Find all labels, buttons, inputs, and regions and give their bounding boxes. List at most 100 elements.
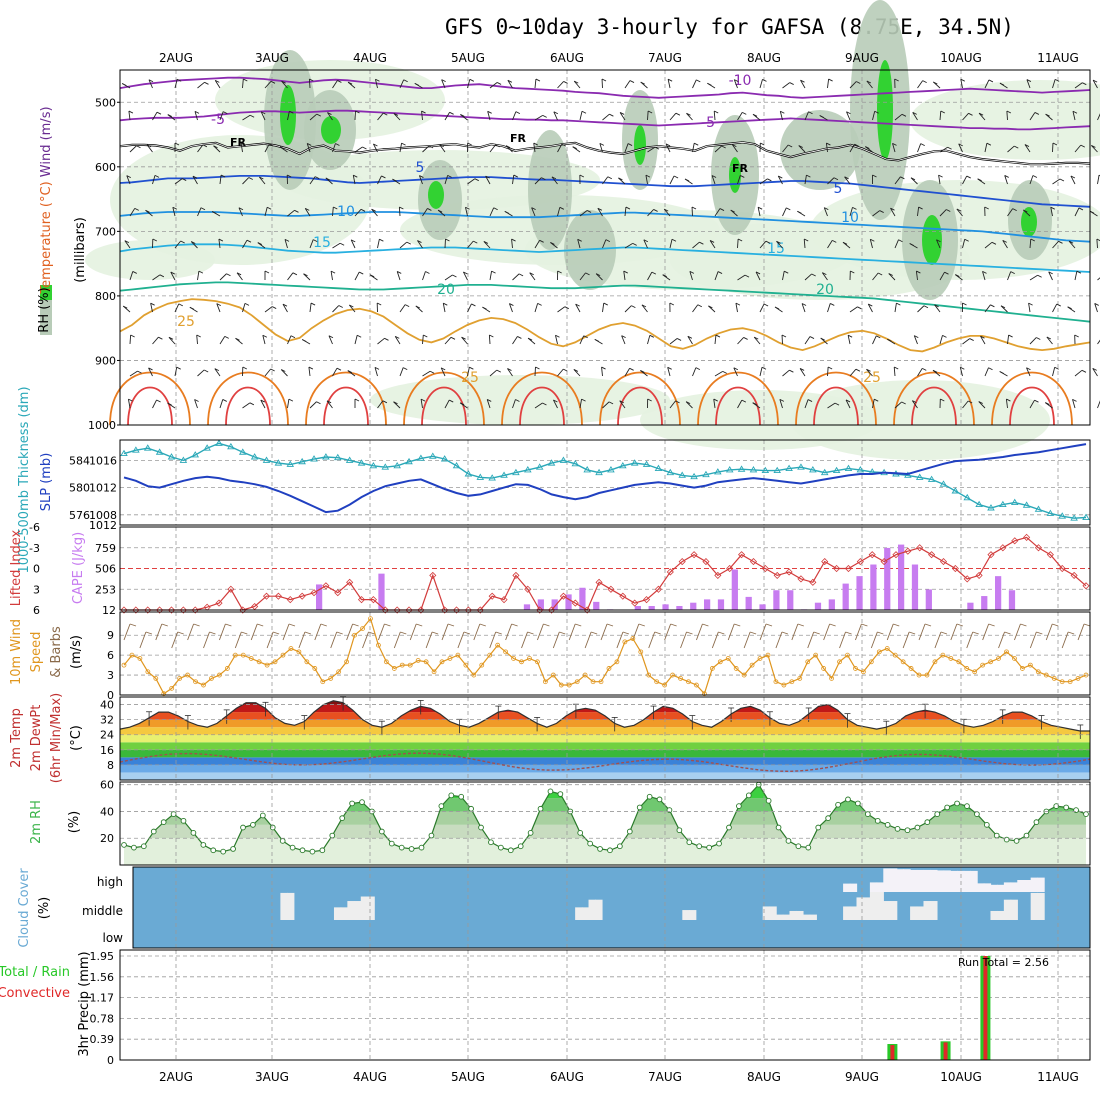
cape-tick-label: 253 bbox=[95, 583, 116, 596]
isotherm-30-loop bbox=[501, 371, 583, 426]
rh2m-marker bbox=[220, 848, 227, 855]
wind10-barb bbox=[664, 623, 672, 641]
wind-barb bbox=[917, 80, 924, 89]
wind-barb-flag bbox=[696, 79, 701, 83]
wind-barb-flag bbox=[892, 142, 897, 146]
wind10-barb-flag bbox=[734, 623, 741, 627]
wind-barb-flag bbox=[553, 399, 558, 403]
wind-barb-flag bbox=[819, 115, 824, 118]
wind-barb bbox=[422, 370, 431, 377]
wind-barb bbox=[759, 303, 765, 313]
wind-barb bbox=[667, 79, 671, 89]
wind10-marker bbox=[383, 659, 389, 665]
date-label-top: 7AUG bbox=[648, 51, 682, 65]
wind-barb bbox=[692, 79, 697, 89]
wind10-marker bbox=[566, 682, 572, 688]
cape-bar bbox=[967, 602, 974, 610]
wind-barb-flag bbox=[1092, 79, 1098, 83]
wind-barb bbox=[197, 369, 205, 377]
wind-barb-flag bbox=[918, 206, 923, 210]
wind-barb-flag bbox=[804, 238, 809, 242]
wind-barb bbox=[148, 367, 153, 377]
cape-bar bbox=[537, 599, 544, 610]
wind-barb-flag bbox=[154, 174, 160, 178]
wind-barb bbox=[150, 303, 153, 313]
wind-barb-flag bbox=[381, 175, 386, 179]
wind-barb bbox=[219, 111, 224, 121]
cloud-high-bar bbox=[936, 870, 945, 892]
precip-convective-label: Convective bbox=[0, 986, 70, 1001]
wind-barb bbox=[827, 402, 836, 409]
wind-barb-flag bbox=[244, 302, 250, 306]
wind-barb-flag bbox=[491, 270, 496, 274]
wind-barb-flag bbox=[1070, 175, 1076, 179]
wind-barb bbox=[309, 401, 317, 409]
rh2m-marker bbox=[934, 811, 941, 817]
wind-barb-flag bbox=[808, 111, 813, 115]
wind-barb bbox=[309, 113, 318, 121]
wind-barb bbox=[1029, 112, 1036, 121]
wind-barb bbox=[669, 338, 678, 345]
wind10-marker bbox=[1075, 676, 1081, 681]
cape-bar bbox=[316, 584, 323, 610]
wind-barb bbox=[264, 81, 272, 89]
wind-barb bbox=[1029, 399, 1035, 409]
wind-barb-flag bbox=[203, 369, 209, 373]
wind-barb-flag bbox=[984, 206, 989, 210]
wind10-barb-flag bbox=[718, 631, 725, 635]
cloud-high-bar bbox=[943, 870, 951, 892]
wind-barb-flag bbox=[485, 175, 490, 179]
wind10-ylabel-units: (m/s) bbox=[69, 635, 84, 669]
lifted-index-marker bbox=[904, 547, 912, 555]
panel-frame bbox=[119, 696, 1091, 781]
wind10-barb bbox=[870, 631, 878, 649]
wind-barb bbox=[489, 207, 495, 217]
cape-bar bbox=[634, 606, 641, 610]
rh2m-marker bbox=[458, 793, 465, 800]
wind-barb bbox=[393, 113, 401, 121]
wind-barb bbox=[984, 304, 991, 313]
wind10-barb bbox=[537, 623, 544, 641]
wind-barb bbox=[260, 111, 266, 121]
isotherm-label: 15 bbox=[313, 235, 331, 251]
wind10-marker bbox=[908, 666, 914, 671]
wind-barb-flag bbox=[894, 78, 899, 82]
wind-barb-flag bbox=[134, 207, 139, 211]
isotherm-label: -5 bbox=[701, 115, 715, 131]
wind10-marker bbox=[622, 639, 628, 645]
wind-barb-flag bbox=[1014, 145, 1019, 149]
cloud-middle-bar bbox=[876, 892, 884, 920]
thickness-marker bbox=[476, 473, 485, 480]
wind-barb bbox=[827, 240, 833, 249]
wind-barb-flag bbox=[249, 402, 255, 406]
wind10-marker bbox=[288, 646, 294, 651]
wind-barb-flag bbox=[799, 368, 805, 371]
cloud-middle-bar bbox=[575, 907, 583, 920]
wind10-tick-label: 9 bbox=[107, 629, 114, 642]
freezing-label: FR bbox=[510, 132, 527, 145]
wind-barb bbox=[686, 113, 693, 121]
wind10-marker bbox=[797, 676, 803, 681]
lifted-index-marker bbox=[191, 606, 199, 614]
wind-barb bbox=[505, 145, 513, 153]
rh2m-marker bbox=[279, 838, 286, 844]
wind-barb-flag bbox=[962, 302, 967, 306]
rh2m-marker bbox=[160, 819, 167, 826]
wind10-barb-flag bbox=[416, 623, 423, 627]
wind-barb bbox=[467, 367, 470, 377]
rh-area-saturated bbox=[1021, 207, 1037, 237]
wind-barb-flag bbox=[977, 178, 982, 182]
wind-barb-flag bbox=[132, 271, 137, 274]
rh2m-marker bbox=[716, 840, 722, 847]
wind-barb bbox=[396, 271, 401, 281]
wind-barb bbox=[489, 144, 496, 153]
wind10-barb-flag bbox=[272, 631, 280, 635]
pressure-tick-label: 800 bbox=[95, 290, 116, 303]
lifted-index-marker bbox=[500, 596, 508, 604]
wind10-marker bbox=[264, 662, 270, 668]
rh2m-marker bbox=[259, 812, 266, 819]
wind-barb-flag bbox=[158, 336, 163, 340]
wind10-barb bbox=[982, 623, 990, 641]
rh2m-marker bbox=[607, 847, 613, 854]
wind-barb-flag bbox=[146, 144, 152, 148]
